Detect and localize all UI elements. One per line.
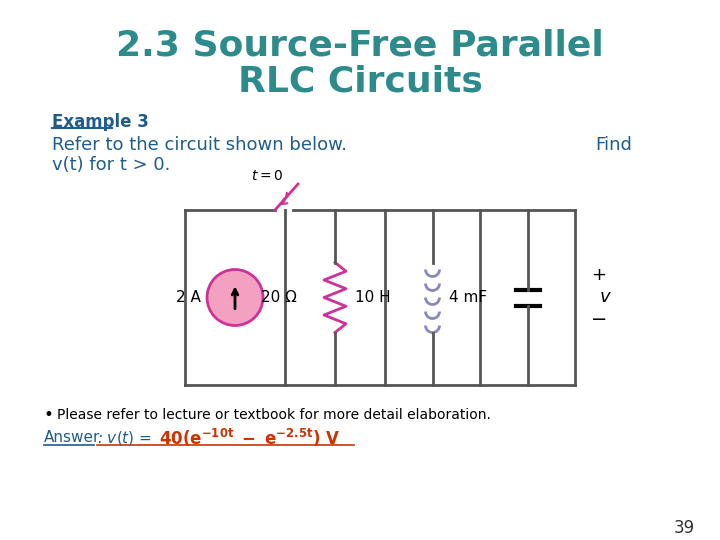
Text: +: + — [591, 267, 606, 285]
Text: 2 A: 2 A — [176, 290, 201, 305]
Text: $\mathbf{40(e^{-10t}\ -\ e^{-2.5t})\ V}$: $\mathbf{40(e^{-10t}\ -\ e^{-2.5t})\ V}$ — [159, 427, 340, 449]
Text: Answer: Answer — [44, 430, 100, 445]
Text: −: − — [591, 310, 608, 329]
Text: Refer to the circuit shown below.: Refer to the circuit shown below. — [52, 136, 347, 154]
Text: : $v(t)$ =: : $v(t)$ = — [97, 429, 153, 447]
Text: $v$: $v$ — [599, 288, 612, 307]
Text: 2.3 Source-Free Parallel: 2.3 Source-Free Parallel — [116, 28, 604, 62]
Text: 4 mF: 4 mF — [449, 290, 487, 305]
Text: RLC Circuits: RLC Circuits — [238, 65, 482, 99]
Text: 10 H: 10 H — [355, 290, 390, 305]
Text: 20 Ω: 20 Ω — [261, 290, 297, 305]
Text: v(t) for t > 0.: v(t) for t > 0. — [52, 156, 171, 174]
Text: •: • — [44, 406, 54, 424]
Circle shape — [207, 269, 263, 326]
Text: Please refer to lecture or textbook for more detail elaboration.: Please refer to lecture or textbook for … — [57, 408, 491, 422]
Text: $t=0$: $t=0$ — [251, 169, 283, 183]
Text: Find: Find — [595, 136, 632, 154]
Text: Example 3: Example 3 — [52, 113, 149, 131]
Text: 39: 39 — [674, 519, 695, 537]
